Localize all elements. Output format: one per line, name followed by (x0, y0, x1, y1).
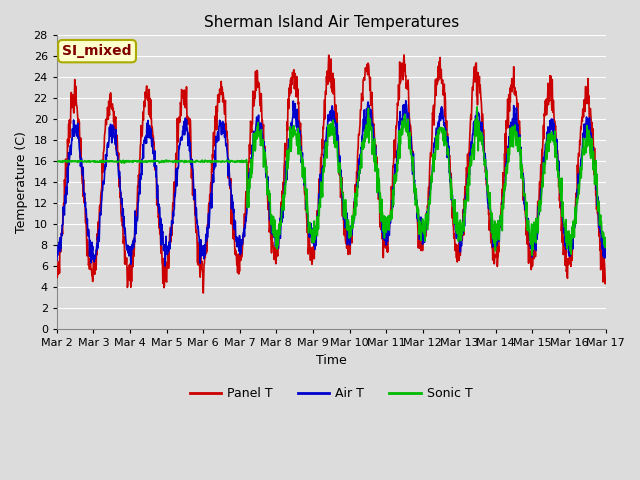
Sonic T (162, 157, 170, 163)
Panel T (538, 178, 545, 183)
Panel T (602, 275, 609, 281)
Air T (489, 244, 497, 250)
Sonic T (488, 217, 496, 223)
Panel T (175, 115, 182, 120)
Air T (53, 257, 61, 263)
Air T (538, 193, 545, 199)
Sonic T (236, 159, 244, 165)
Line: Air T: Air T (57, 101, 605, 266)
Y-axis label: Temperature (C): Temperature (C) (15, 132, 28, 233)
Air T (162, 233, 170, 239)
Air T (175, 146, 183, 152)
Air T (237, 238, 244, 243)
Air T (602, 248, 609, 253)
Sonic T (538, 201, 545, 207)
Text: SI_mixed: SI_mixed (62, 44, 132, 58)
Air T (417, 214, 425, 220)
Sonic T (175, 158, 182, 164)
Sonic T (602, 241, 609, 247)
Panel T (53, 258, 61, 264)
Panel T (162, 271, 170, 276)
Panel T (400, 52, 408, 58)
Line: Sonic T: Sonic T (57, 107, 605, 255)
Air T (161, 263, 169, 269)
Sonic T (528, 252, 536, 258)
Panel T (417, 248, 425, 253)
X-axis label: Time: Time (316, 354, 347, 367)
Panel T (237, 258, 244, 264)
Sonic T (53, 158, 61, 164)
Line: Panel T: Panel T (57, 55, 605, 293)
Panel T (489, 257, 497, 263)
Air T (402, 98, 410, 104)
Sonic T (473, 104, 481, 110)
Sonic T (417, 224, 424, 229)
Title: Sherman Island Air Temperatures: Sherman Island Air Temperatures (204, 15, 459, 30)
Legend: Panel T, Air T, Sonic T: Panel T, Air T, Sonic T (185, 383, 477, 406)
Panel T (200, 290, 207, 296)
